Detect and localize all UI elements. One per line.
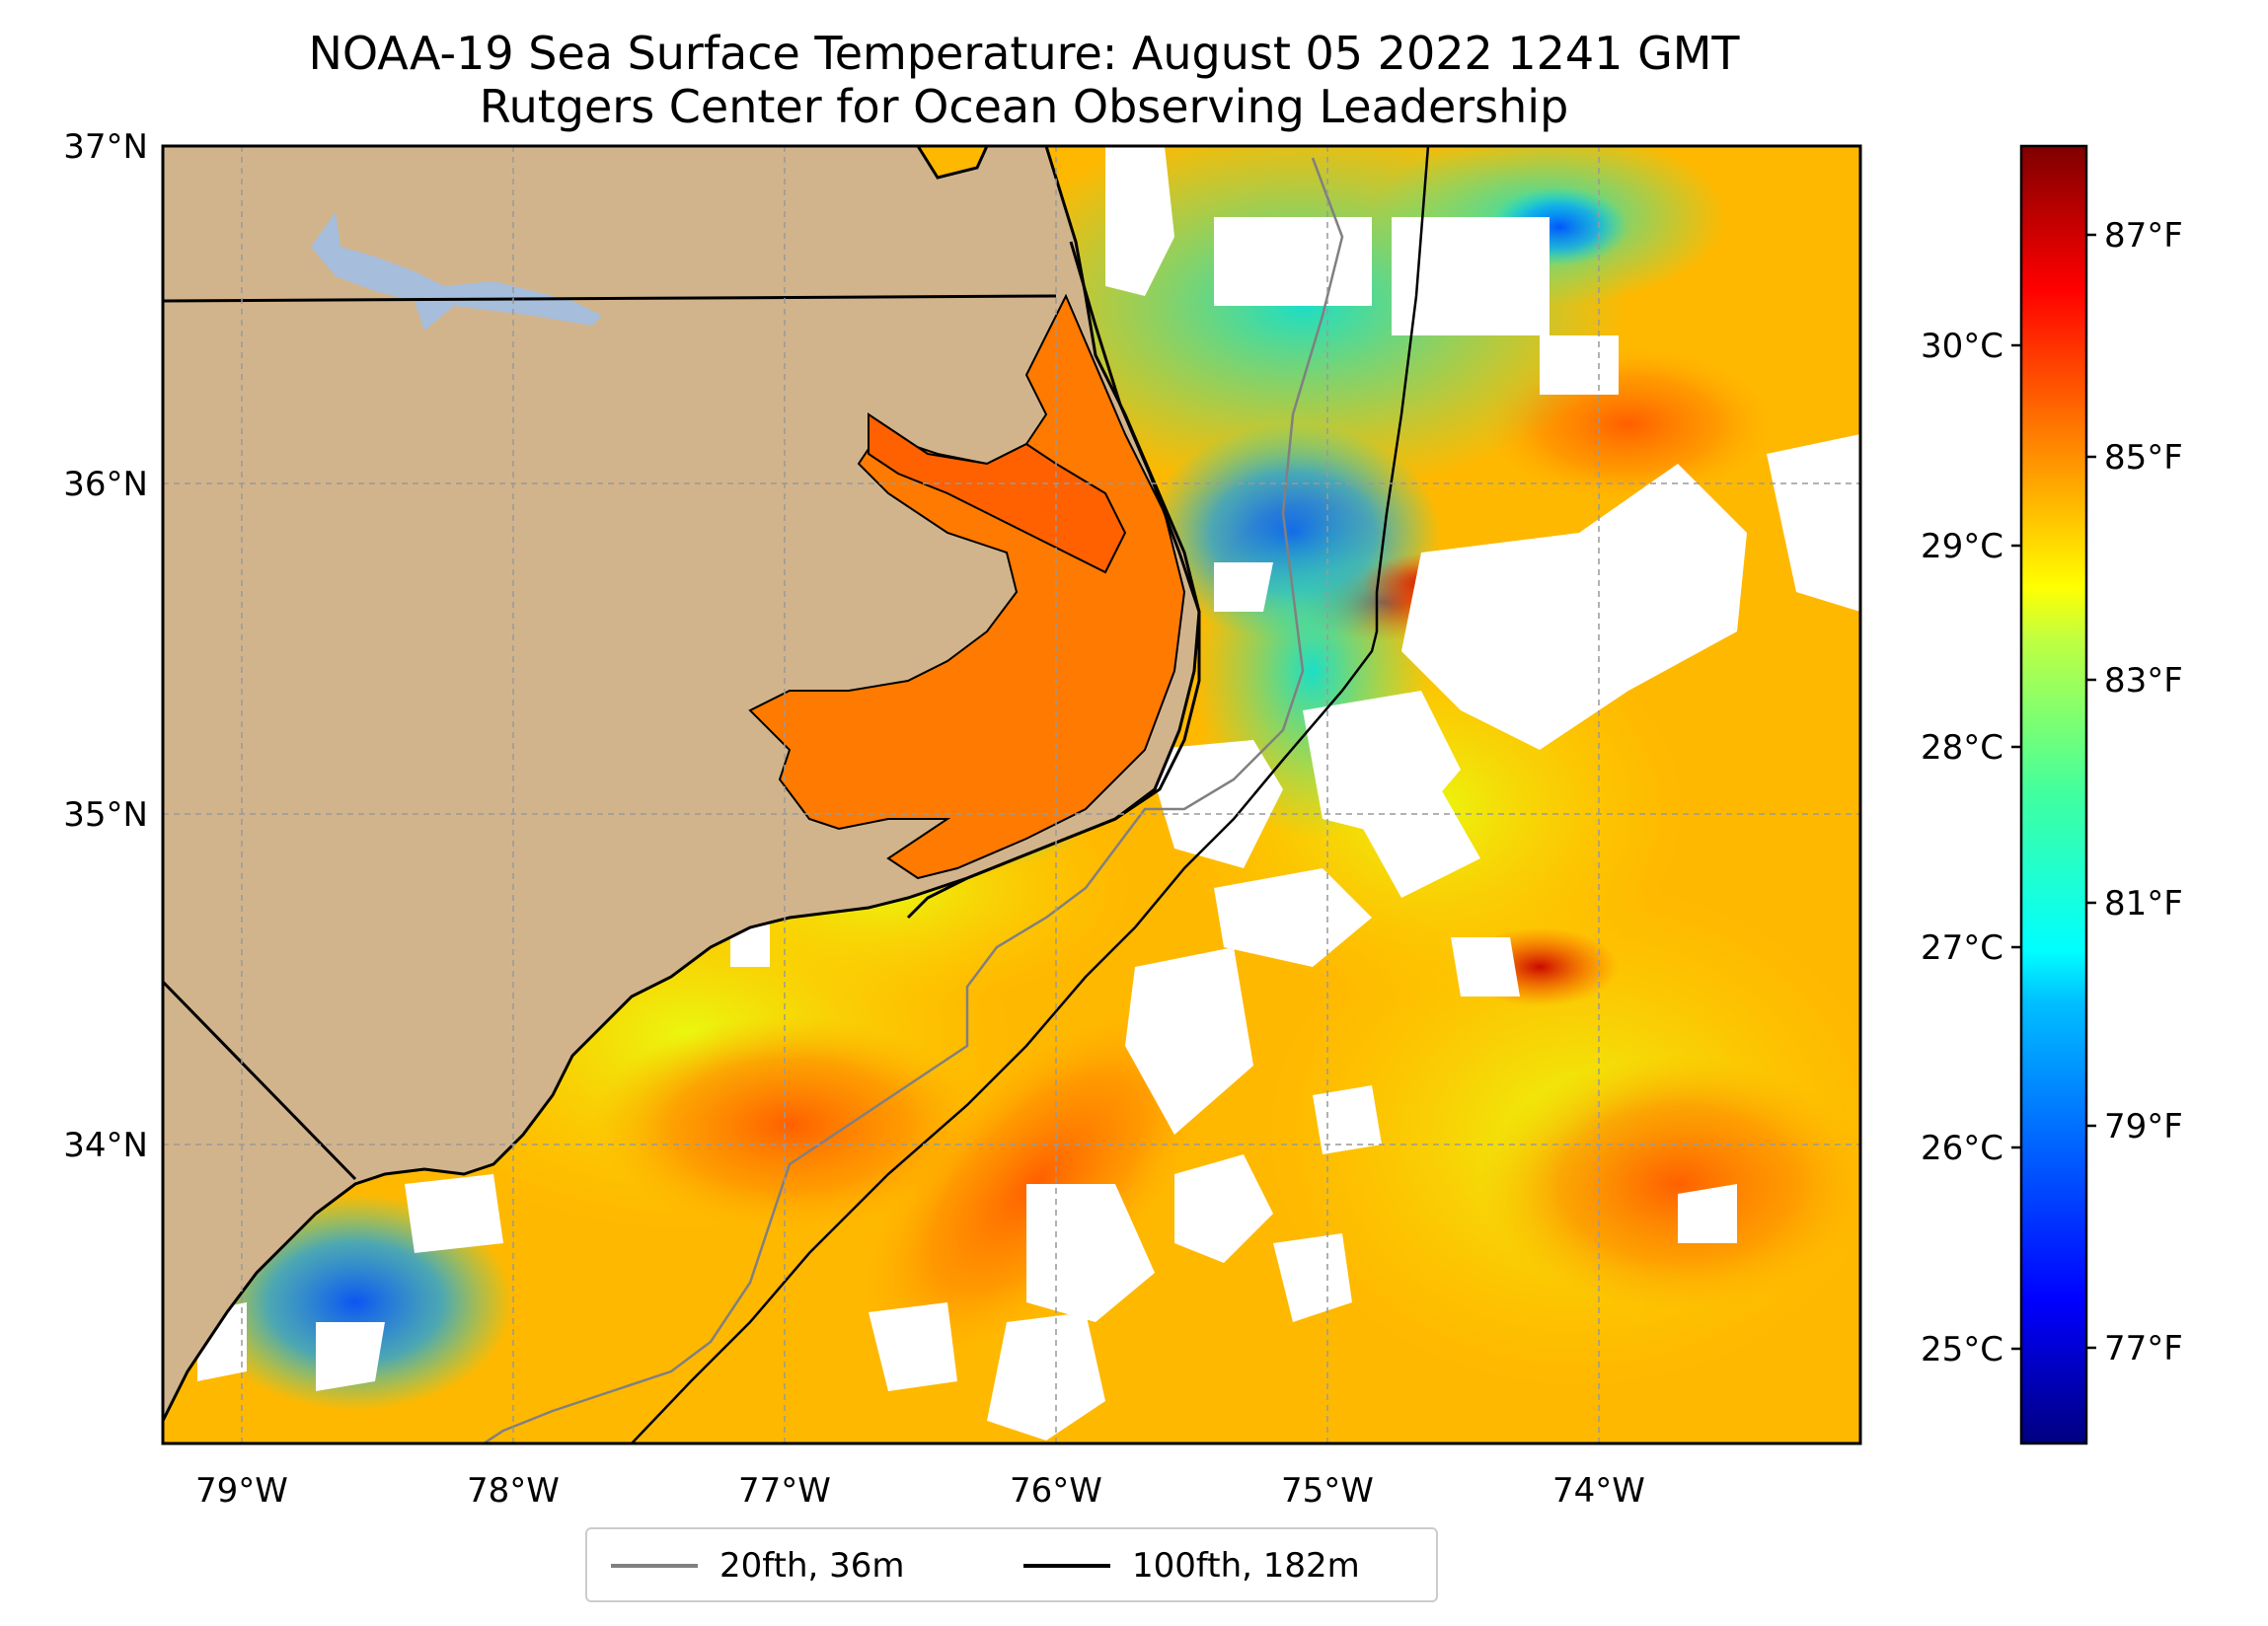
celsius-tick-label: 27°C [1921, 928, 2003, 968]
fahrenheit-tick-label: 79°F [2104, 1107, 2183, 1146]
legend-line-swatch [1023, 1564, 1110, 1568]
fahrenheit-tick-label: 83°F [2104, 661, 2183, 701]
legend-label: 20fth, 36m [719, 1546, 905, 1586]
map-frame [161, 144, 1862, 1445]
lon-tick-label: 79°W [195, 1471, 288, 1511]
fahrenheit-tick-label: 77°F [2104, 1329, 2183, 1368]
fahrenheit-tick-label: 81°F [2104, 884, 2183, 924]
lat-tick-label: 34°N [63, 1126, 148, 1165]
isobath-100fth [631, 146, 1430, 1443]
celsius-tick-label: 29°C [1921, 527, 2003, 566]
lat-tick-label: 36°N [63, 465, 148, 504]
fahrenheit-tick-label: 85°F [2104, 438, 2183, 478]
lat-axis: 37°N 36°N 35°N 34°N [63, 127, 148, 1165]
legend-label: 100fth, 182m [1132, 1546, 1360, 1586]
celsius-tick-label: 25°C [1921, 1330, 2003, 1369]
lon-tick-label: 76°W [1010, 1471, 1102, 1511]
lon-tick-label: 75°W [1281, 1471, 1374, 1511]
sst-field [163, 146, 1860, 1443]
chart-title: NOAA-19 Sea Surface Temperature: August … [308, 27, 1740, 80]
cloud-mask [197, 146, 1860, 1441]
state-border [163, 294, 1057, 303]
sst-warm-region [1480, 1056, 1860, 1312]
fahrenheit-tick-label: 87°F [2104, 216, 2183, 256]
celsius-tick-label: 26°C [1921, 1129, 2003, 1168]
colorbar-gradient [2019, 144, 2088, 1445]
lake [311, 212, 602, 331]
chart-subtitle: Rutgers Center for Ocean Observing Leade… [479, 80, 1569, 133]
outer-banks [906, 241, 1201, 920]
state-border [163, 980, 357, 1181]
lon-tick-label: 74°W [1552, 1471, 1645, 1511]
lon-tick-label: 78°W [467, 1471, 560, 1511]
celsius-tick-label: 28°C [1921, 728, 2003, 768]
pamlico-sound [748, 293, 1186, 880]
sst-warm-region [592, 1016, 987, 1233]
isobath-20fth [483, 157, 1344, 1443]
lat-tick-label: 35°N [63, 795, 148, 835]
lon-axis: 79°W 78°W 77°W 76°W 75°W 74°W [195, 1471, 1645, 1511]
lat-tick-label: 37°N [63, 127, 148, 167]
lon-tick-label: 77°W [738, 1471, 831, 1511]
legend-line-swatch [611, 1564, 698, 1568]
legend-item-100fth: 100fth, 182m [1023, 1543, 1360, 1589]
colorbar: 30°C 29°C 28°C 27°C 26°C 25°C 87°F 85°F … [1921, 144, 2183, 1445]
legend-item-20fth: 20fth, 36m [611, 1543, 905, 1589]
albemarle-sound [868, 412, 1127, 574]
colorbar-ticks [2011, 233, 2096, 1351]
legend: 20fth, 36m 100fth, 182m [585, 1527, 1438, 1602]
graticule [163, 146, 1860, 1443]
celsius-tick-label: 30°C [1921, 327, 2003, 366]
